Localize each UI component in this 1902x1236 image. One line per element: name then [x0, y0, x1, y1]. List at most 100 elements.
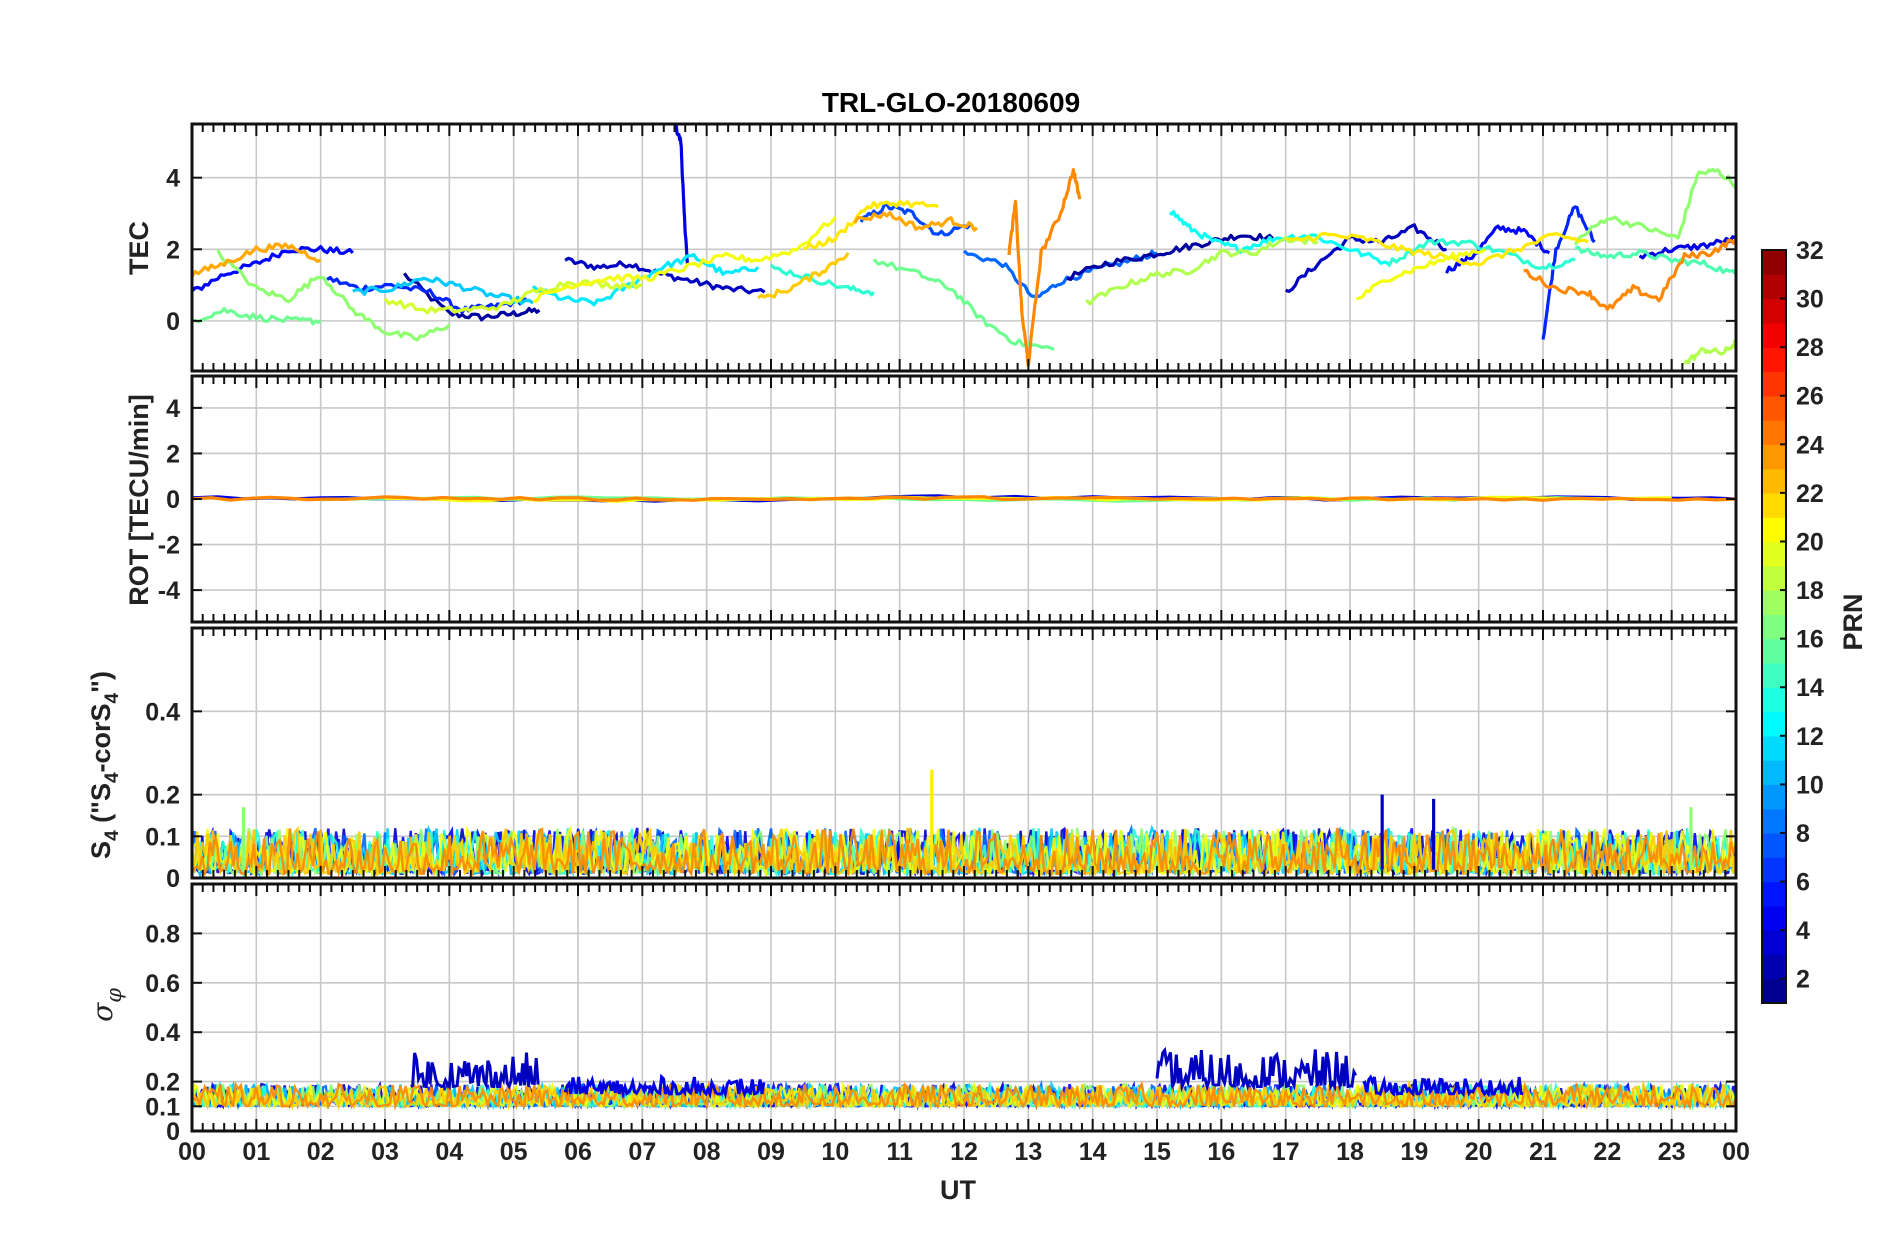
- y-tick-label: 0.1: [145, 823, 180, 851]
- colorbar-segment: [1762, 784, 1786, 810]
- x-tick-label: 05: [500, 1138, 528, 1166]
- colorbar-segment: [1762, 468, 1786, 494]
- y-tick-label: 4: [166, 395, 180, 423]
- y-tick-label: 0.6: [145, 970, 180, 998]
- colorbar-tick-label: 18: [1796, 577, 1824, 605]
- s4-label-sub3: 4: [102, 692, 123, 703]
- s4-label-sub: 4: [102, 830, 123, 841]
- colorbar-tick-label: 28: [1796, 334, 1824, 362]
- series-line-prn-5: [192, 245, 354, 293]
- series-line-prn-19: [383, 279, 643, 315]
- y-tick-label: 2: [166, 236, 180, 264]
- colorbar-segment: [1762, 662, 1786, 688]
- plot-area: [192, 494, 1736, 503]
- sigma-axis-label: σφ: [86, 988, 126, 1022]
- colorbar-segment: [1762, 881, 1786, 907]
- y-tick-label: -4: [158, 577, 180, 605]
- colorbar-segment: [1762, 420, 1786, 445]
- y-tick-label: 0.2: [145, 782, 180, 810]
- elevated-segment-prn-3: [410, 1052, 540, 1091]
- colorbar-segment: [1762, 347, 1786, 373]
- elevated-segment-prn-4: [563, 1073, 766, 1100]
- series-line-prn-21: [1285, 231, 1589, 267]
- x-tick-label: 12: [950, 1138, 978, 1166]
- series-line-prn-20: [1355, 248, 1487, 301]
- colorbar-segment: [1762, 905, 1786, 931]
- colorbar-tick-label: 2: [1796, 966, 1810, 994]
- series-line-prn-23: [853, 210, 978, 232]
- x-axis-label: UT: [940, 1175, 976, 1205]
- series-line-prn-5: [1445, 224, 1551, 274]
- x-tick-label: 02: [307, 1138, 335, 1166]
- series-line-prn-11: [352, 276, 534, 305]
- chart-title: TRL-GLO-20180609: [822, 87, 1080, 118]
- x-tick-label: 14: [1079, 1138, 1107, 1166]
- x-tick-label: 23: [1658, 1138, 1686, 1166]
- x-tick-label: 00: [1722, 1138, 1750, 1166]
- series-line-prn-13: [1168, 210, 1390, 266]
- colorbar-tick-label: 6: [1796, 869, 1810, 897]
- s4-label-sub2: 4: [102, 772, 123, 783]
- y-tick-label: 0.1: [145, 1093, 180, 1121]
- series-line-prn-20: [532, 216, 837, 303]
- x-tick-label: 22: [1593, 1138, 1621, 1166]
- x-tick-label: 19: [1400, 1138, 1428, 1166]
- colorbar-segment: [1762, 711, 1786, 737]
- series-line-prn-18: [1085, 235, 1319, 306]
- series-line-prn-24: [192, 495, 1736, 502]
- series-line-prn-6: [1541, 205, 1596, 340]
- series-line-prn-12: [532, 253, 760, 307]
- colorbar-tick-label: 30: [1796, 286, 1824, 314]
- colorbar-segment: [1762, 565, 1786, 591]
- x-tick-label: 03: [371, 1138, 399, 1166]
- colorbar-segment: [1762, 322, 1786, 348]
- s4-label-mid: ("S: [86, 783, 116, 830]
- series-line-prn-3: [564, 256, 766, 295]
- x-tick-label: 07: [628, 1138, 656, 1166]
- rot-panel: -4 -2 0 2 4: [158, 374, 1738, 624]
- plot-area: [192, 1046, 1736, 1111]
- colorbar-segment: [1762, 590, 1786, 615]
- y-tick-label: 0.4: [145, 698, 180, 726]
- s4-label-s: S: [86, 841, 116, 859]
- y-tick-label: 0: [166, 308, 180, 336]
- tec-panel: 0 2 4: [166, 122, 1738, 373]
- colorbar-segment: [1762, 541, 1786, 567]
- series-line-prn-17: [1573, 167, 1736, 246]
- colorbar-segment: [1762, 832, 1786, 858]
- colorbar-segment: [1762, 444, 1786, 470]
- series-line-prn-22: [757, 252, 850, 300]
- series-line-prn-7: [859, 202, 972, 237]
- series-line-prn-21: [803, 199, 939, 250]
- colorbar-tick-label: 26: [1796, 383, 1824, 411]
- colorbar-segment: [1762, 517, 1786, 543]
- colorbar-tick-label: 8: [1796, 820, 1810, 848]
- colorbar-segment: [1762, 614, 1786, 640]
- y-tick-label: 4: [166, 165, 180, 193]
- series-line-prn-14: [1387, 238, 1576, 270]
- colorbar-segment: [1762, 954, 1786, 980]
- series-line-prn-17: [216, 249, 451, 342]
- x-tick-label: 10: [821, 1138, 849, 1166]
- x-tick-label: 01: [242, 1138, 270, 1166]
- x-tick-label: 11: [886, 1138, 913, 1166]
- colorbar-tick-label: 20: [1796, 528, 1824, 556]
- series-line-prn-23: [192, 242, 322, 278]
- colorbar-segment: [1762, 492, 1786, 518]
- x-tick-label: 16: [1207, 1138, 1235, 1166]
- colorbar-tick-label: 32: [1796, 237, 1824, 265]
- colorbar-segment: [1762, 808, 1786, 834]
- series-line-prn-15: [1574, 245, 1736, 276]
- y-tick-label: 0: [166, 865, 180, 893]
- colorbar-segment: [1762, 274, 1786, 300]
- colorbar-segment: [1762, 250, 1786, 275]
- y-tick-label: 0: [166, 486, 180, 514]
- x-tick-label: 00: [178, 1138, 206, 1166]
- series-line-prn-24: [1523, 237, 1736, 311]
- x-tick-label: 04: [435, 1138, 463, 1166]
- y-tick-label: 0.8: [145, 920, 180, 948]
- series-line-prn-2: [403, 272, 541, 322]
- y-tick-label: 0: [166, 1118, 180, 1146]
